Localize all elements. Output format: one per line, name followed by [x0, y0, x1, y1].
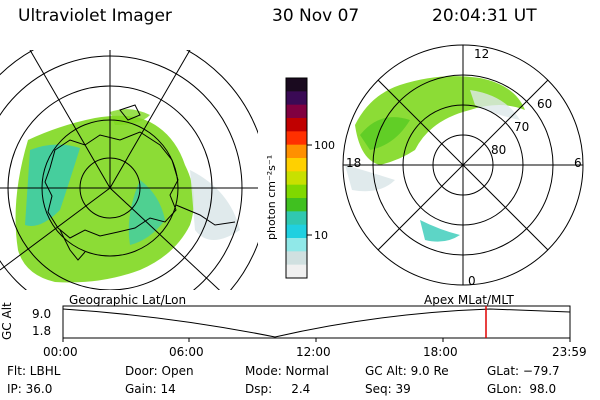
mlat-label-80: 80 [491, 143, 507, 157]
xtick-1800: 18:00 [423, 345, 458, 359]
colorbar-segment [286, 171, 307, 186]
instrument-title: Ultraviolet Imager [18, 6, 172, 26]
mlat-label-60: 60 [537, 97, 553, 111]
colorbar-segment [286, 184, 307, 199]
colorbar-segment [286, 131, 307, 146]
info-glat: GLat: −79.7 [487, 364, 560, 378]
date-label: 30 Nov 07 [272, 6, 360, 26]
colorbar-segment [286, 91, 307, 106]
info-mode: Mode: Normal [245, 364, 329, 378]
info-ip: IP: 36.0 [7, 382, 53, 396]
altitude-curve [62, 308, 571, 338]
info-glon: GLon: 98.0 [487, 382, 557, 396]
xtick-1200: 12:00 [296, 345, 331, 359]
colorbar-segment [286, 158, 307, 172]
colorbar-segment [286, 144, 307, 159]
colorbar-segment [286, 264, 307, 279]
colorbar [286, 78, 307, 279]
mlat-label-70: 70 [514, 120, 530, 134]
colorbar-segment [286, 78, 307, 92]
info-dsp: Dsp: 2.4 [245, 382, 311, 396]
mlt-label-18: 18 [346, 156, 362, 170]
colorbar-segment [286, 211, 307, 226]
xtick-0600: 06:00 [169, 345, 204, 359]
colorbar-unit-label: photon cm⁻²s⁻¹ [265, 154, 278, 240]
colorbar-segment [286, 104, 307, 119]
colorbar-tick-10: 10 [314, 229, 328, 242]
colorbar-segment [286, 198, 307, 212]
altitude-plot [62, 305, 571, 342]
altitude-ytick-1-8: 1.8 [32, 324, 52, 338]
colorbar-tick-100: 100 [314, 139, 335, 152]
geographic-map [0, 50, 258, 290]
magnetic-panel-label: Apex MLat/MLT [424, 293, 514, 307]
colorbar-segment [286, 224, 307, 239]
time-label: 20:04:31 UT [432, 6, 537, 26]
magnetic-polar-plot [342, 44, 584, 286]
xtick-2359: 23:59 [552, 345, 587, 359]
info-door: Door: Open [125, 364, 194, 378]
info-filter: Flt: LBHL [7, 364, 61, 378]
xtick-0000: 00:00 [43, 345, 78, 359]
altitude-ytick-9: 9.0 [32, 307, 52, 321]
mlt-label-12: 12 [474, 47, 490, 61]
info-gain: Gain: 14 [125, 382, 176, 396]
colorbar-segment [286, 118, 307, 132]
mlt-label-6: 6 [574, 156, 582, 170]
altitude-ylabel: GC Alt [0, 302, 14, 340]
antarctica-coastline [44, 131, 179, 239]
info-seq: Seq: 39 [365, 382, 411, 396]
info-gc-alt: GC Alt: 9.0 Re [365, 364, 449, 378]
colorbar-segment [286, 251, 307, 266]
colorbar-segment [286, 238, 307, 252]
geographic-panel-label: Geographic Lat/Lon [69, 293, 187, 307]
mlt-label-0: 0 [468, 274, 476, 288]
